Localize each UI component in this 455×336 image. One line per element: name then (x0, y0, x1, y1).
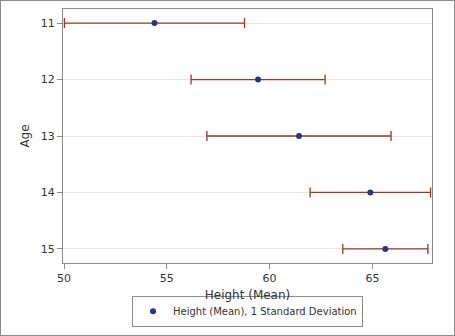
svg-text:15: 15 (41, 243, 55, 256)
svg-text:Height (Mean): Height (Mean) (205, 288, 291, 302)
svg-text:13: 13 (41, 130, 55, 143)
svg-text:55: 55 (160, 272, 174, 285)
svg-text:11: 11 (41, 17, 55, 30)
svg-text:14: 14 (41, 186, 55, 199)
svg-text:Age: Age (18, 124, 32, 147)
svg-text:50: 50 (57, 272, 71, 285)
svg-text:12: 12 (41, 73, 55, 86)
svg-text:Height (Mean), 1 Standard Devi: Height (Mean), 1 Standard Deviation (173, 306, 357, 317)
svg-text:60: 60 (263, 272, 277, 285)
svg-text:65: 65 (365, 272, 379, 285)
